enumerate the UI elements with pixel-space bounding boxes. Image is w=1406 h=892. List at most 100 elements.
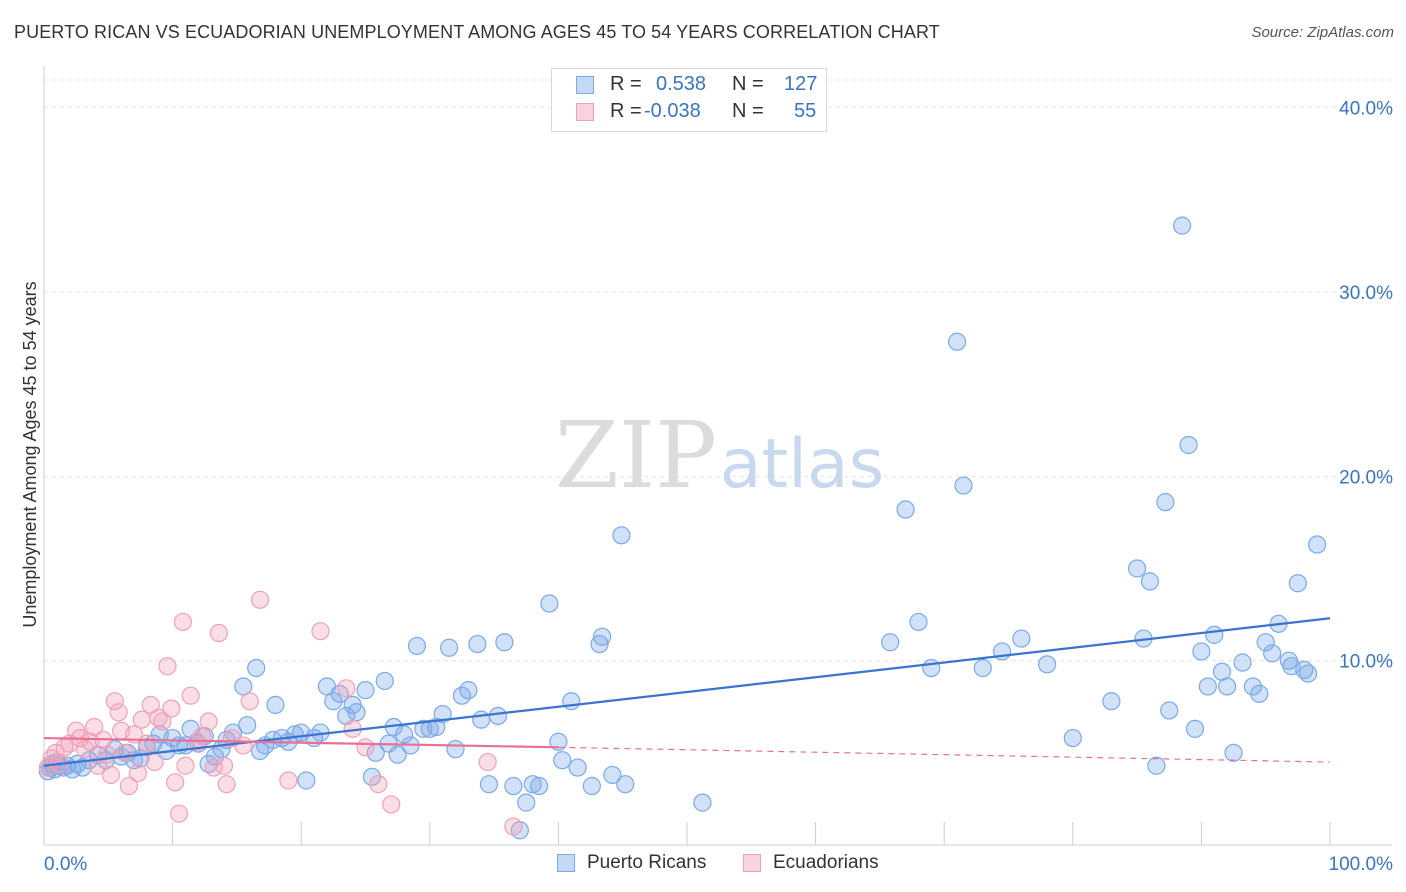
trend-line-ecuadorians-dashed	[558, 746, 1331, 763]
axes-layer	[43, 66, 1392, 846]
point-puerto-rican	[1299, 664, 1318, 683]
point-puerto-rican	[1012, 629, 1031, 648]
point-puerto-rican	[1173, 216, 1192, 235]
point-puerto-rican	[530, 776, 549, 796]
point-ecuadorian	[311, 622, 330, 641]
point-puerto-rican	[459, 681, 478, 700]
point-ecuadorian	[132, 710, 151, 729]
legend-r-value: -0.038	[644, 100, 701, 122]
point-ecuadorian	[97, 745, 117, 764]
legend-r-label: R =	[610, 100, 642, 122]
point-ecuadorian	[169, 804, 189, 823]
point-puerto-rican	[266, 695, 285, 715]
point-puerto-rican	[540, 594, 559, 613]
legend-n-value: 55	[794, 100, 817, 122]
x-tick-label: 100.0%	[1329, 854, 1394, 875]
point-ecuadorian	[176, 756, 195, 775]
point-puerto-rican	[504, 776, 523, 796]
point-puerto-rican	[1127, 559, 1147, 578]
point-ecuadorian	[85, 717, 104, 737]
point-ecuadorian	[250, 590, 270, 609]
point-ecuadorian	[214, 756, 234, 775]
point-puerto-rican	[1179, 435, 1198, 455]
point-ecuadorian	[128, 764, 147, 783]
point-puerto-rican	[1156, 493, 1175, 512]
point-puerto-rican	[1256, 633, 1275, 652]
point-ecuadorian	[38, 758, 57, 777]
point-ecuadorian	[109, 703, 128, 722]
y-tick-label: 10.0%	[1339, 652, 1393, 673]
point-ecuadorian	[162, 699, 181, 718]
legend-r-value: 0.538	[656, 73, 707, 95]
point-puerto-rican	[297, 771, 316, 790]
point-puerto-rican	[1224, 743, 1243, 762]
point-ecuadorian	[137, 734, 156, 753]
point-puerto-rican	[562, 692, 581, 711]
point-puerto-rican	[954, 476, 973, 495]
point-puerto-rican	[468, 634, 487, 654]
point-ecuadorian	[369, 775, 388, 794]
trend-lines	[43, 617, 1331, 767]
point-ecuadorian	[105, 692, 124, 711]
point-puerto-rican	[568, 758, 587, 777]
point-ecuadorian	[166, 773, 185, 792]
stats-legend: R = 0.538 N = 127 R = -0.038 N = 55	[551, 68, 827, 132]
point-ecuadorian	[173, 612, 192, 632]
point-puerto-rican	[1205, 625, 1224, 644]
point-ecuadorian	[181, 686, 200, 705]
point-puerto-rican	[973, 658, 992, 678]
point-puerto-rican	[1192, 642, 1211, 661]
point-puerto-rican	[1185, 719, 1205, 738]
point-puerto-rican	[1288, 574, 1307, 593]
point-puerto-rican	[1063, 728, 1082, 748]
point-puerto-rican	[247, 658, 266, 678]
point-puerto-rican	[549, 732, 568, 751]
point-puerto-rican	[1037, 655, 1057, 674]
point-puerto-rican	[693, 793, 712, 812]
point-puerto-rican	[517, 793, 536, 812]
y-tick-label: 20.0%	[1339, 467, 1393, 488]
legend-n-label: N =	[732, 73, 764, 95]
legend-n-label: N =	[732, 100, 764, 122]
grid-layer	[44, 79, 1392, 662]
point-ecuadorian	[101, 765, 120, 785]
point-ecuadorian	[382, 795, 401, 814]
point-puerto-rican	[1198, 677, 1217, 696]
point-puerto-rican	[922, 658, 941, 678]
point-puerto-rican	[1218, 677, 1237, 696]
point-puerto-rican	[947, 332, 967, 351]
point-puerto-rican	[407, 636, 427, 656]
point-puerto-rican	[479, 775, 499, 794]
watermark: ZIP atlas	[555, 402, 884, 509]
point-puerto-rican	[1243, 677, 1262, 696]
point-ecuadorian	[115, 743, 135, 762]
y-tick-label: 40.0%	[1339, 99, 1393, 120]
watermark-zip: ZIP	[555, 402, 717, 509]
bottom-legend-swatch-pink	[743, 854, 761, 872]
point-puerto-rican	[909, 612, 928, 632]
point-ecuadorian	[46, 743, 65, 762]
point-puerto-rican	[612, 526, 631, 545]
point-ecuadorian	[234, 736, 253, 755]
point-ecuadorian	[240, 692, 259, 711]
legend-n-value: 127	[784, 73, 818, 95]
point-puerto-rican	[324, 692, 343, 711]
point-puerto-rican	[616, 775, 635, 794]
point-puerto-rican	[1308, 535, 1327, 554]
point-ecuadorian	[279, 771, 298, 790]
point-puerto-rican	[553, 751, 572, 770]
point-puerto-rican	[439, 638, 459, 657]
point-puerto-rican	[394, 725, 414, 744]
point-ecuadorian	[356, 738, 375, 757]
point-puerto-rican	[593, 627, 612, 646]
axis-labels: 10.0% 20.0% 30.0% 40.0% 0.0% 100.0% Unemployme…	[20, 99, 1393, 875]
points-layer	[38, 216, 1327, 840]
point-puerto-rican	[1147, 756, 1166, 775]
point-puerto-rican	[347, 703, 366, 722]
bottom-legend-swatch-blue	[557, 854, 575, 872]
point-puerto-rican	[375, 671, 394, 691]
source-credit: Source: ZipAtlas.com	[1251, 24, 1394, 41]
point-puerto-rican	[1102, 692, 1121, 711]
point-puerto-rican	[881, 633, 900, 652]
point-ecuadorian	[209, 623, 228, 643]
